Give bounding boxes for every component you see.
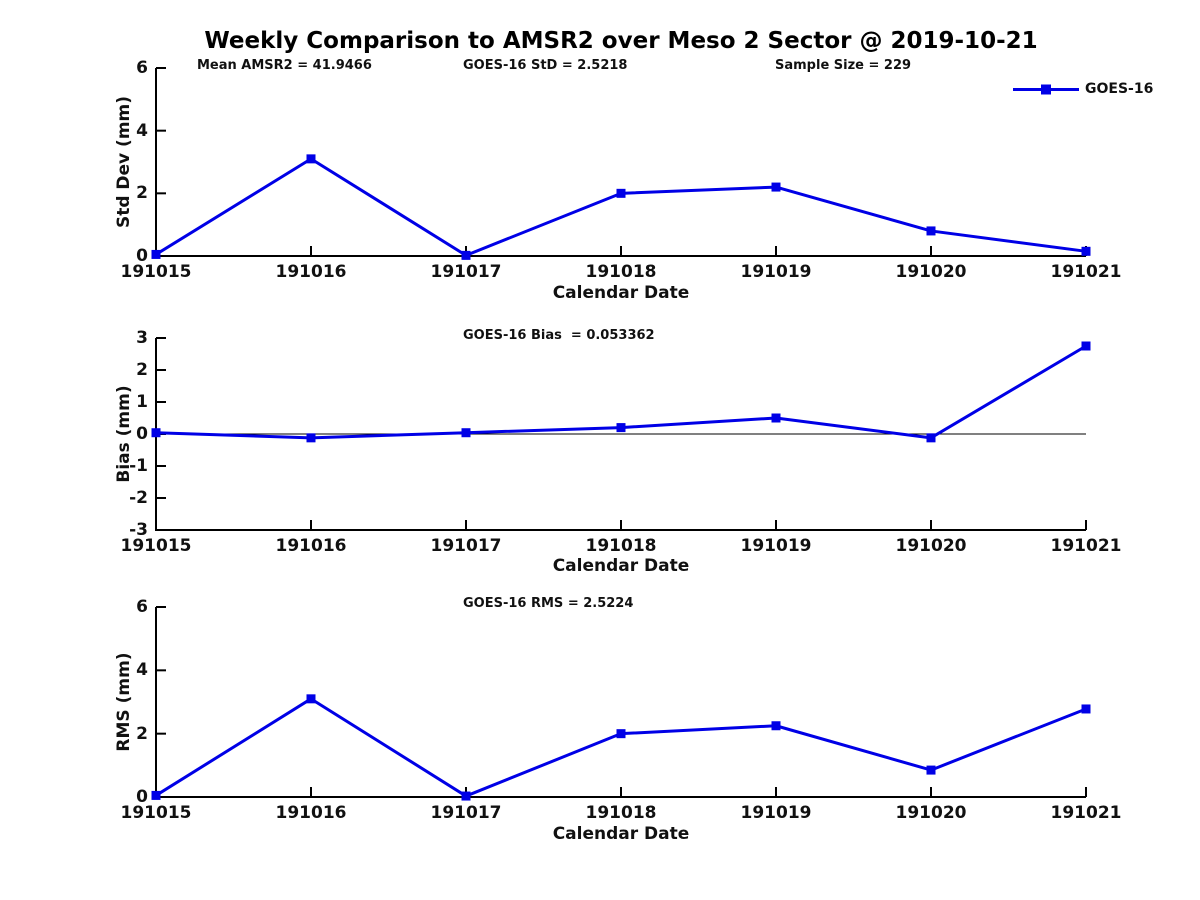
data-point-marker bbox=[461, 428, 471, 438]
data-point-marker bbox=[616, 729, 626, 739]
data-point-marker bbox=[926, 226, 936, 236]
x-tick-label: 191015 bbox=[120, 262, 192, 282]
y-tick-label: 3 bbox=[136, 328, 148, 348]
y-tick-label: -2 bbox=[129, 488, 148, 508]
legend-swatch bbox=[1013, 84, 1079, 95]
y-tick-label: -3 bbox=[129, 520, 148, 540]
data-point-marker bbox=[926, 433, 936, 443]
annotation-mean-amsr2: Mean AMSR2 = 41.9466 bbox=[197, 58, 372, 73]
data-point-marker bbox=[616, 423, 626, 433]
y-tick-label: 2 bbox=[136, 360, 148, 380]
y-tick-label: 0 bbox=[136, 246, 148, 266]
x-tick-label: 191015 bbox=[120, 803, 192, 823]
x-tick-label: 191017 bbox=[430, 536, 502, 556]
y-tick-label: 6 bbox=[136, 58, 148, 78]
data-point-marker bbox=[616, 188, 626, 198]
y-tick-label: 0 bbox=[136, 424, 148, 444]
y-tick-label: 6 bbox=[136, 597, 148, 617]
x-tick-label: 191017 bbox=[430, 803, 502, 823]
annotation-sample-size: Sample Size = 229 bbox=[775, 58, 912, 73]
legend-marker-icon bbox=[1041, 84, 1051, 95]
x-tick-label: 191020 bbox=[895, 536, 967, 556]
data-point-marker bbox=[461, 791, 471, 801]
data-point-marker bbox=[926, 765, 936, 775]
y-tick-label: 0 bbox=[136, 787, 148, 807]
data-point-marker bbox=[1081, 704, 1091, 714]
y-tick-label: 2 bbox=[136, 183, 148, 204]
data-point-marker bbox=[1081, 246, 1091, 256]
x-tick-label: 191021 bbox=[1050, 803, 1122, 823]
y-tick-label: 4 bbox=[136, 660, 148, 681]
data-point-marker bbox=[771, 721, 781, 731]
data-point-marker bbox=[306, 694, 316, 704]
x-tick-label: 191017 bbox=[430, 262, 502, 282]
figure-title: Weekly Comparison to AMSR2 over Meso 2 S… bbox=[204, 28, 1038, 54]
annotation-goes16-rms: GOES-16 RMS = 2.5224 bbox=[463, 596, 634, 611]
axis-line bbox=[155, 68, 1086, 257]
data-point-marker bbox=[306, 154, 316, 164]
x-tick-label: 191018 bbox=[585, 536, 657, 556]
annotation-goes16-bias: GOES-16 Bias = 0.053362 bbox=[463, 328, 655, 343]
legend-label: GOES-16 bbox=[1085, 81, 1154, 97]
y-tick-label: 4 bbox=[136, 120, 148, 141]
x-axis-label-bottom: Calendar Date bbox=[552, 824, 690, 844]
series-line bbox=[155, 157, 1087, 257]
x-tick-label: 191018 bbox=[585, 262, 657, 282]
data-point-marker bbox=[151, 790, 161, 800]
axis-line bbox=[155, 607, 1086, 798]
y-tick-label: 2 bbox=[136, 723, 148, 744]
x-tick-label: 191019 bbox=[740, 803, 812, 823]
data-point-marker bbox=[461, 250, 471, 260]
x-tick-label: 191016 bbox=[275, 262, 347, 282]
data-point-marker bbox=[151, 428, 161, 438]
x-tick-label: 191021 bbox=[1050, 536, 1122, 556]
data-point-marker bbox=[151, 249, 161, 259]
x-tick-label: 191019 bbox=[740, 262, 812, 282]
y-tick-label: -1 bbox=[129, 456, 148, 476]
x-tick-label: 191016 bbox=[275, 536, 347, 556]
x-tick-label: 191016 bbox=[275, 803, 347, 823]
y-tick-label: 1 bbox=[136, 392, 148, 412]
x-tick-label: 191020 bbox=[895, 803, 967, 823]
data-point-marker bbox=[306, 433, 316, 443]
x-tick-label: 191019 bbox=[740, 536, 812, 556]
x-tick-label: 191020 bbox=[895, 262, 967, 282]
series-line bbox=[155, 697, 1087, 798]
x-tick-label: 191015 bbox=[120, 536, 192, 556]
data-point-marker bbox=[771, 413, 781, 423]
data-point-marker bbox=[1081, 341, 1091, 351]
x-axis-label-top: Calendar Date bbox=[552, 283, 690, 303]
x-axis-label-middle: Calendar Date bbox=[552, 556, 690, 576]
x-tick-label: 191021 bbox=[1050, 262, 1122, 282]
annotation-goes16-std: GOES-16 StD = 2.5218 bbox=[463, 58, 628, 73]
x-tick-label: 191018 bbox=[585, 803, 657, 823]
data-point-marker bbox=[771, 182, 781, 192]
